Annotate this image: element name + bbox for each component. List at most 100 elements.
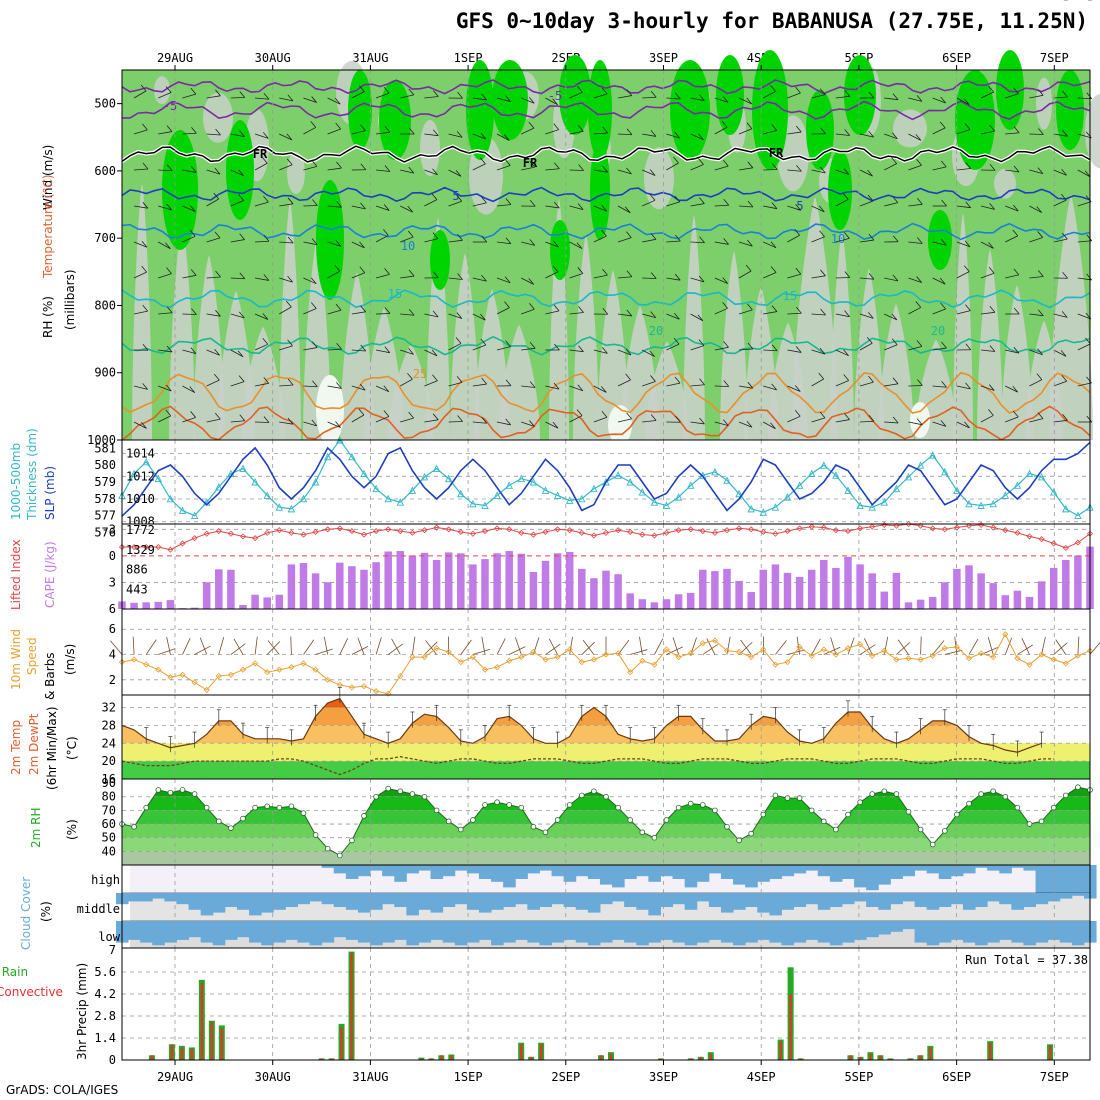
dry-patch [744,287,778,440]
precip-convective-bar [879,1055,882,1060]
wind-ylabels: 10m Wind Speed & Barbs (m/s) [9,629,77,700]
cloud-cover-bar [733,921,746,946]
li-point [651,532,658,539]
wind-barb [448,313,462,319]
thickness-point [408,486,417,494]
wind-barb-flag [432,413,439,421]
moist-cell [928,210,952,270]
dry-patch [169,220,195,440]
wind-barb [521,97,535,104]
wind10-barb [545,643,561,655]
cloud-cover-bar [1071,921,1085,946]
moist-cell [162,130,198,250]
wind-barb-flag [191,127,197,134]
li-point [832,527,839,534]
wind-barb-flag [577,267,584,274]
wind-barb-flag [1013,165,1020,173]
wind-barb-flag [166,203,172,211]
wind-barb-flag [988,242,994,249]
upper-ytick-label: 600 [94,164,116,178]
cloud-cover-bar [757,921,770,940]
precip-convective-bar [609,1053,613,1060]
wind-barb [230,420,245,423]
wind-barb-flag [675,234,681,242]
wind-barb [133,129,148,135]
rh2m-point [941,828,948,834]
cloud-cover-bar [854,921,867,940]
cloud-ylabels: Cloud Cover (%) [19,877,53,950]
wind-barb-flag [312,199,318,206]
rh2m-point [748,830,754,837]
wind10-point [397,672,404,680]
wind-barb [206,313,221,317]
wind10-point [675,653,682,661]
thickness-point [807,469,816,478]
cloud-cover-bar [128,921,141,940]
wind-barb [375,205,390,211]
thickness-point [505,481,513,489]
wind-barb-flag [819,411,826,419]
cloud-cover-bar [357,865,371,877]
wind-barb [424,199,438,207]
wind-barb [980,272,995,279]
wind-barb [158,92,172,99]
cape-bar [457,553,465,609]
wind10-point [179,671,186,678]
wind-barb [279,164,293,171]
cloud-cover-bar [672,893,686,905]
wind-barb [133,310,148,315]
wind-barb [835,349,849,357]
cloud-cover-bar [612,893,625,902]
wind-barb-flag [818,372,825,380]
cloud-cover-bar [382,921,395,943]
rh2m-point [421,793,428,800]
wind-barb-flag [287,378,294,386]
wind10-point [1062,660,1069,667]
li-point [687,526,694,533]
wind-barb-flag [602,347,608,354]
wind-barb [351,91,365,99]
temperature-contour [121,371,1091,414]
wind10-point [227,671,234,678]
wind-barb [1005,205,1019,212]
wind-barb [908,203,923,207]
wind-barb [400,349,414,355]
temperature-contour [122,100,1091,121]
wind-barb-flag [843,168,850,175]
wind-barb-flag [844,232,850,239]
wind-barb [1029,205,1042,213]
wind-barb [932,385,947,388]
wind-barb-flag [553,201,560,209]
wind-barb-flag [528,96,535,104]
li-point [857,525,864,532]
li-point [385,526,392,533]
wind-barb [472,202,487,207]
wind-barb [521,308,535,315]
wind10-point [252,660,259,667]
cloud-cover-bar [866,893,879,907]
wind-barb-flag [1086,273,1092,281]
wind-barb-flag [868,415,875,422]
cloud-cover-bar [660,865,674,877]
wind-barb [690,164,704,171]
wind-barb-flag [432,129,439,136]
thickness-point [420,472,429,481]
cloud-cover-bar [430,865,444,879]
cloud-cover-bar [478,921,492,940]
wind10-tick-label: 6 [109,622,116,636]
wind-barb-flag [1060,350,1067,357]
wind-barb [593,274,608,279]
wind-barb [521,241,535,246]
wind-barb [279,306,292,315]
moist-cell [492,60,528,140]
wind-barb-flag [358,408,365,416]
wind-barb-flag [601,229,607,237]
wind-barb-flag [287,275,293,283]
cloud-cover-bar [769,865,782,879]
cloud-cover-bar [454,865,468,871]
cape-ylabels: Lifted Index CAPE (J/kg) [9,539,57,610]
moist-cell [844,55,876,135]
cloud-cover-bar [612,921,625,940]
wind-barb-flag [650,130,657,137]
wind-barb [230,277,245,280]
